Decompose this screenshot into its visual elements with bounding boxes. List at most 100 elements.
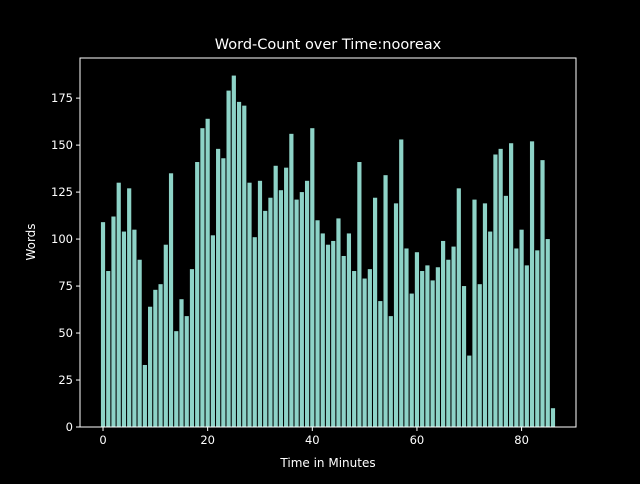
y-axis: 0 25 50 75 100 125 150 175 [51, 91, 80, 434]
bar [357, 162, 362, 427]
bar [524, 265, 529, 427]
bar [409, 293, 414, 427]
bar [257, 180, 263, 427]
bar [514, 248, 519, 427]
y-tick-label: 175 [51, 91, 73, 105]
bar [435, 267, 440, 427]
bar [362, 278, 367, 427]
bar [247, 182, 252, 427]
bar [226, 90, 231, 427]
bar [268, 197, 273, 427]
bar [346, 233, 352, 427]
y-axis-label: Words [24, 223, 38, 260]
bar [210, 235, 215, 427]
bar [100, 222, 106, 427]
bar [425, 265, 430, 427]
y-tick-label: 150 [51, 138, 73, 152]
bar [315, 220, 320, 427]
bar [189, 269, 195, 427]
bar [503, 195, 508, 427]
bar [216, 148, 221, 427]
bar [148, 306, 153, 427]
axes-frame [79, 57, 577, 428]
y-tick-label: 50 [58, 326, 73, 340]
bar [184, 316, 189, 427]
bar [535, 250, 540, 427]
y-tick-label: 125 [51, 185, 73, 199]
bar [158, 284, 163, 427]
x-tick-label: 60 [410, 433, 425, 447]
bar [367, 269, 372, 427]
bar [456, 188, 461, 427]
bar [420, 271, 425, 427]
bar [132, 229, 137, 427]
bar [488, 231, 493, 427]
bar [404, 248, 409, 427]
bar [116, 182, 121, 427]
y-tick-label: 100 [51, 232, 73, 246]
y-tick-label: 0 [66, 420, 73, 434]
y-tick-label: 25 [58, 373, 73, 387]
bar [294, 199, 299, 427]
bar [446, 259, 451, 427]
y-tick-label: 75 [58, 279, 73, 293]
bar [205, 118, 210, 428]
bar [467, 355, 472, 427]
bars [100, 75, 556, 428]
x-tick-label: 80 [514, 433, 529, 447]
bar [320, 233, 325, 427]
bar [399, 139, 404, 427]
bar [383, 175, 388, 427]
bar [430, 280, 435, 427]
bar [179, 299, 184, 427]
bar [325, 244, 331, 427]
bar [284, 167, 289, 427]
bar [278, 190, 284, 427]
x-tick-label: 20 [200, 433, 215, 447]
bar [174, 331, 179, 427]
bar [477, 284, 482, 427]
bar [121, 231, 127, 427]
bar [252, 237, 257, 427]
bar [142, 364, 147, 427]
bar [388, 316, 393, 427]
bar [111, 216, 116, 427]
bar [236, 101, 242, 427]
bar [482, 203, 488, 427]
bar [472, 199, 477, 427]
bar [163, 244, 168, 427]
bar [127, 188, 132, 427]
bar [493, 154, 498, 428]
x-tick-label: 40 [305, 433, 320, 447]
bar [372, 197, 378, 427]
bar [299, 192, 304, 427]
bar [393, 203, 399, 427]
bar [341, 255, 346, 427]
x-axis: 0 20 40 60 80 [99, 427, 529, 447]
bar [529, 141, 535, 427]
bar [336, 218, 341, 427]
bar [304, 180, 310, 427]
bar [137, 259, 142, 427]
bar [451, 246, 456, 427]
bar [331, 240, 336, 427]
x-axis-label: Time in Minutes [279, 456, 375, 470]
bar [414, 252, 420, 427]
bar [263, 210, 268, 427]
bar [509, 143, 514, 427]
bar [461, 286, 467, 427]
bar [153, 289, 158, 427]
bar [289, 133, 294, 427]
bar [200, 128, 205, 427]
bar [231, 75, 236, 428]
bar [545, 239, 550, 427]
x-tick-label: 0 [99, 433, 106, 447]
bar [242, 105, 247, 427]
bar [498, 148, 503, 427]
bar [195, 162, 200, 427]
chart-title: Word-Count over Time:nooreax [215, 37, 442, 53]
bar [168, 173, 174, 427]
bar [106, 271, 111, 427]
bar [273, 165, 278, 427]
